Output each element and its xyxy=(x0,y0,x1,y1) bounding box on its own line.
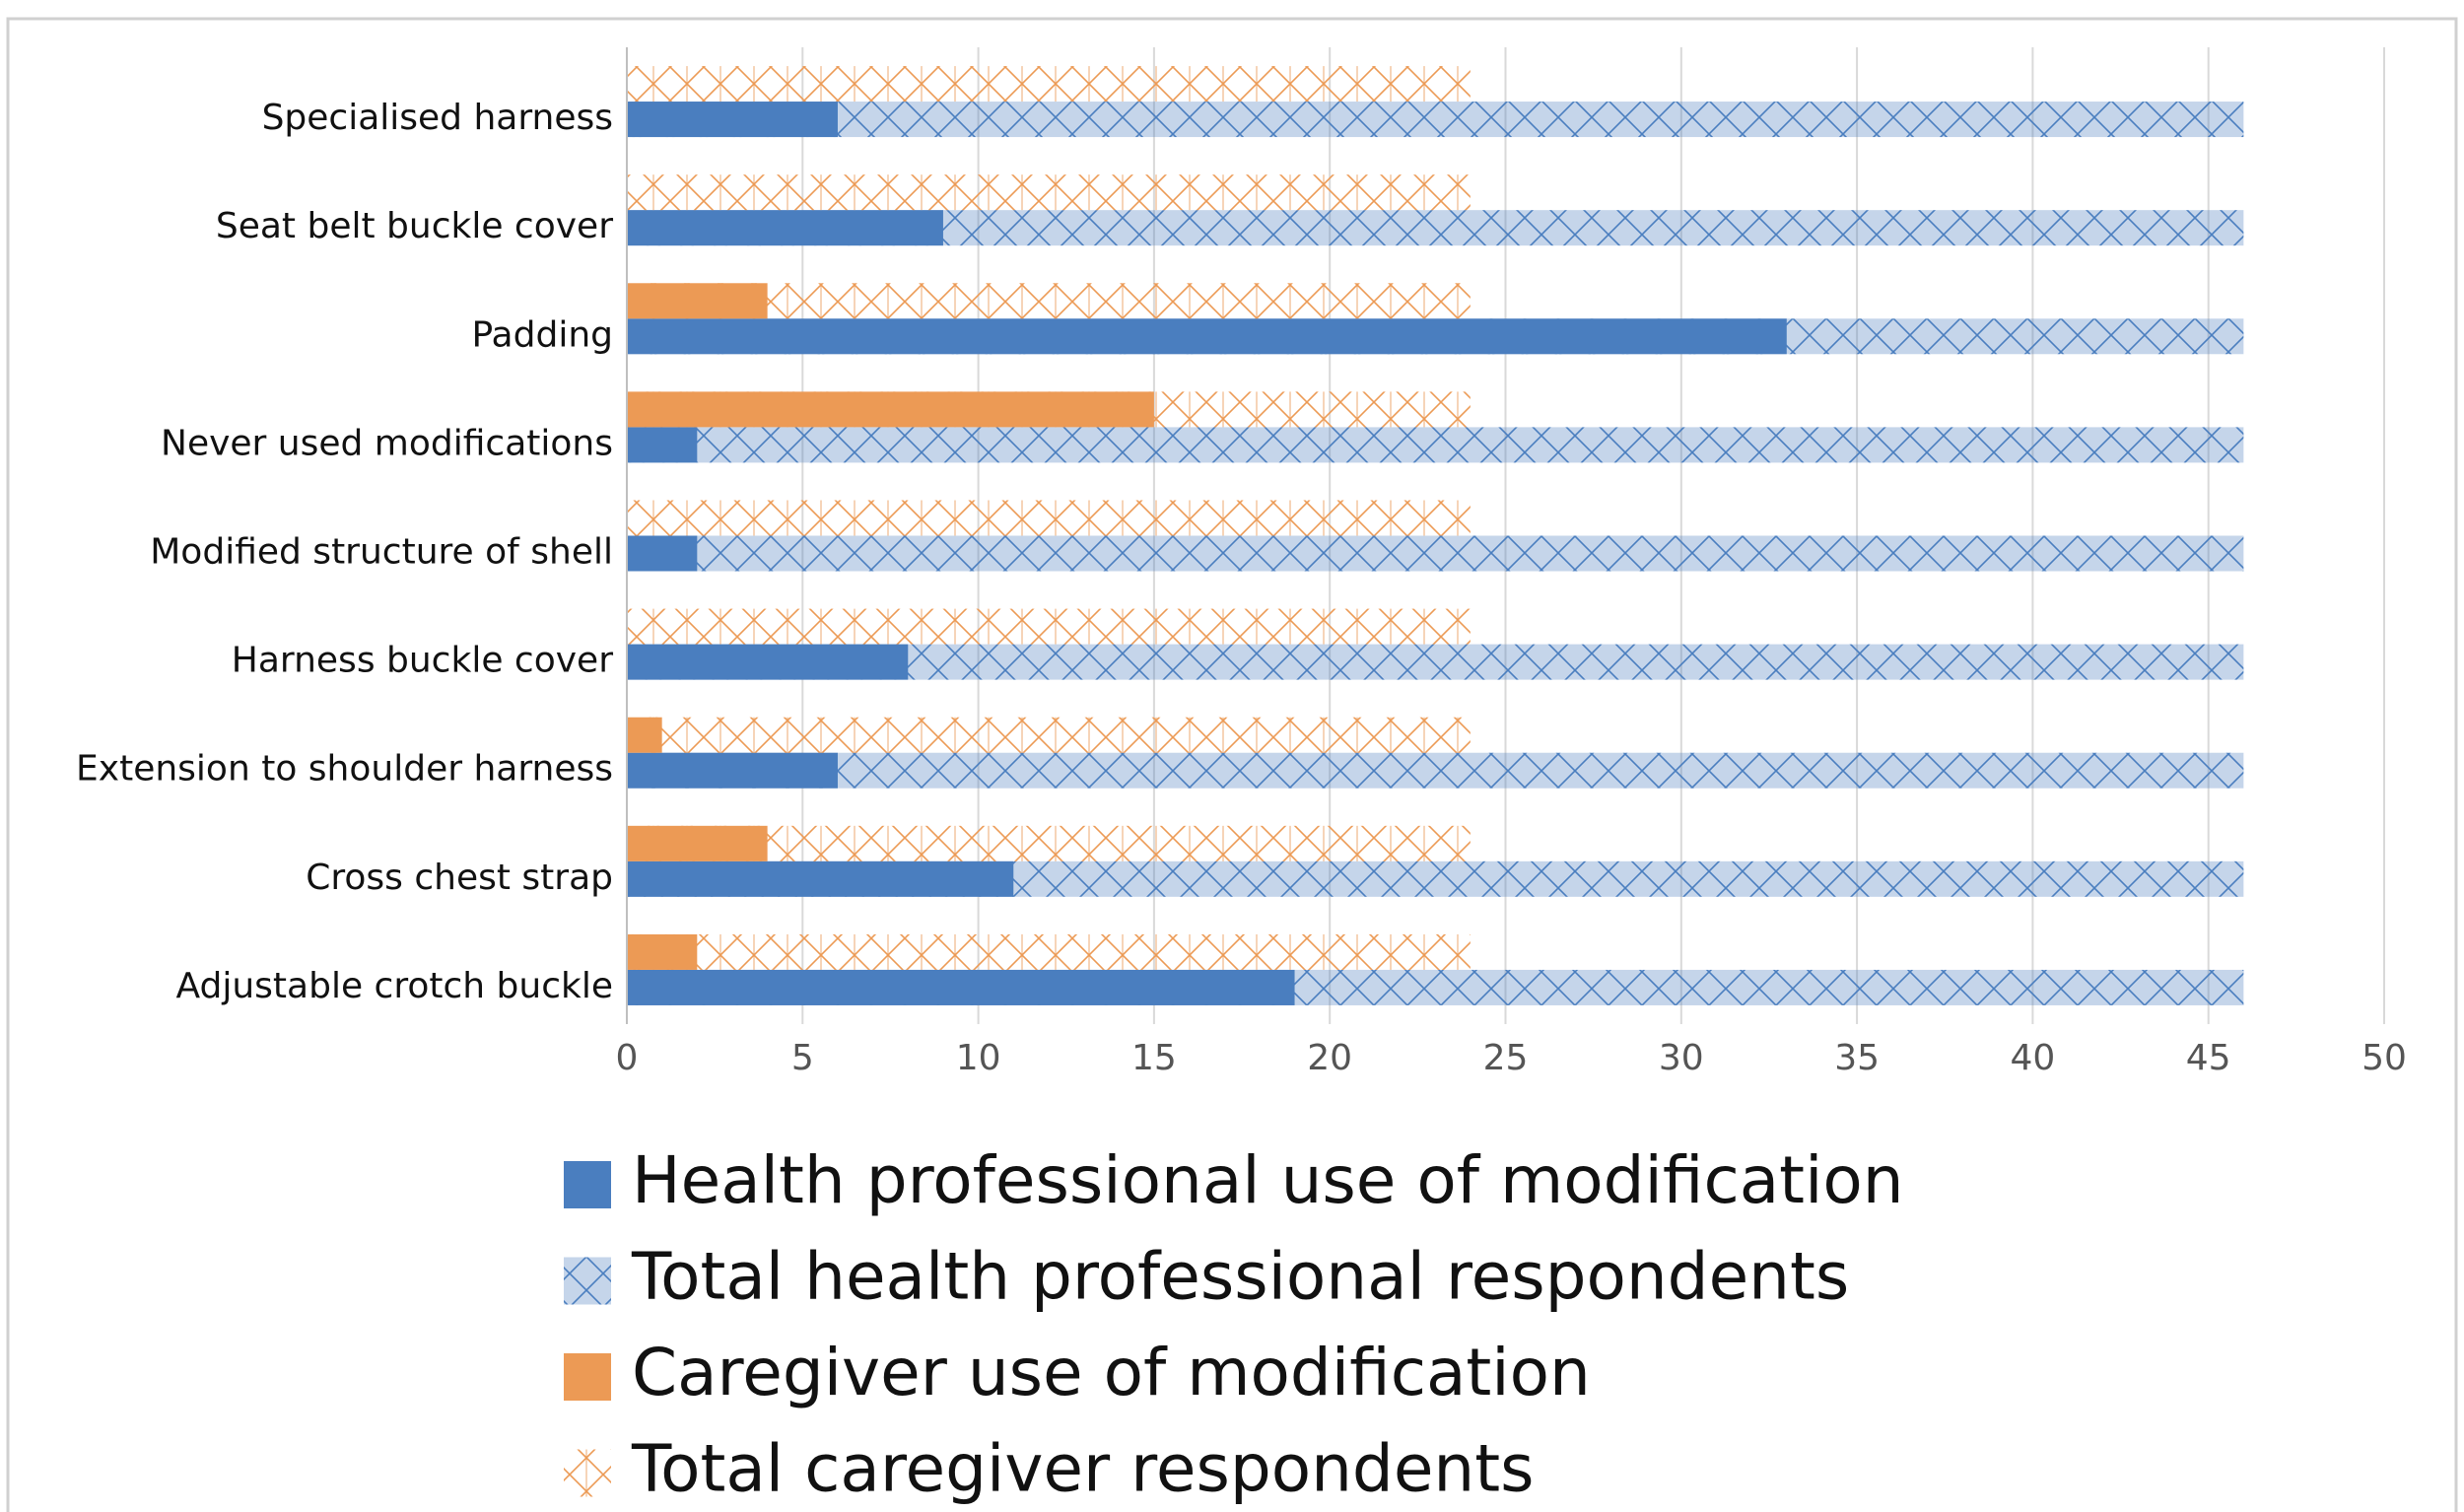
bar xyxy=(627,969,1295,1005)
category-label: Never used modifications xyxy=(161,423,613,463)
category-label: Specialised harness xyxy=(262,98,613,138)
bar xyxy=(627,608,1471,645)
bar xyxy=(627,174,1471,211)
legend-label: Caregiver use of modification xyxy=(632,1335,1591,1410)
bar xyxy=(627,427,698,463)
bar xyxy=(627,283,768,319)
bar xyxy=(627,500,1471,536)
x-tick-label: 30 xyxy=(1659,1038,1704,1078)
category-label: Harness buckle cover xyxy=(232,641,613,681)
x-tick-label: 20 xyxy=(1307,1038,1352,1078)
x-tick-label: 35 xyxy=(1834,1038,1880,1078)
bar xyxy=(627,102,2244,138)
bar xyxy=(627,391,1154,428)
category-label: Modified structure of shell xyxy=(150,532,613,573)
bar xyxy=(627,66,1471,103)
legend-swatch xyxy=(564,1257,611,1305)
bar xyxy=(627,860,1014,897)
legend-swatch xyxy=(564,1353,611,1401)
bar xyxy=(627,535,2244,572)
category-label: Adjustable crotch buckle xyxy=(176,966,614,1006)
bar xyxy=(627,210,943,246)
bar xyxy=(627,752,2244,789)
bar xyxy=(627,933,698,970)
x-tick-label: 25 xyxy=(1483,1038,1529,1078)
category-label: Extension to shoulder harness xyxy=(76,749,613,790)
category-label: Padding xyxy=(471,314,613,355)
bar xyxy=(627,933,1471,970)
legend-swatch xyxy=(564,1161,611,1208)
x-tick-label: 40 xyxy=(2010,1038,2055,1078)
legend-label: Total health professional respondents xyxy=(631,1239,1849,1315)
x-tick-label: 10 xyxy=(956,1038,1001,1078)
legend-label: Total caregiver respondents xyxy=(631,1431,1535,1507)
bar xyxy=(627,752,838,789)
bar xyxy=(627,717,1471,753)
bar xyxy=(627,102,838,138)
bar xyxy=(627,825,768,861)
legend-swatch xyxy=(564,1449,611,1497)
bar xyxy=(627,644,909,680)
x-tick-label: 50 xyxy=(2361,1038,2407,1078)
category-label: Seat belt buckle cover xyxy=(216,206,613,246)
x-tick-label: 45 xyxy=(2186,1038,2231,1078)
bar xyxy=(627,717,662,753)
bar xyxy=(627,427,2244,463)
legend-label: Health professional use of modification xyxy=(632,1142,1904,1218)
bar xyxy=(627,535,698,572)
category-label: Cross chest strap xyxy=(306,858,613,898)
x-tick-label: 5 xyxy=(791,1038,814,1078)
x-tick-label: 15 xyxy=(1131,1038,1177,1078)
x-tick-label: 0 xyxy=(616,1038,639,1078)
bar xyxy=(627,318,1787,355)
